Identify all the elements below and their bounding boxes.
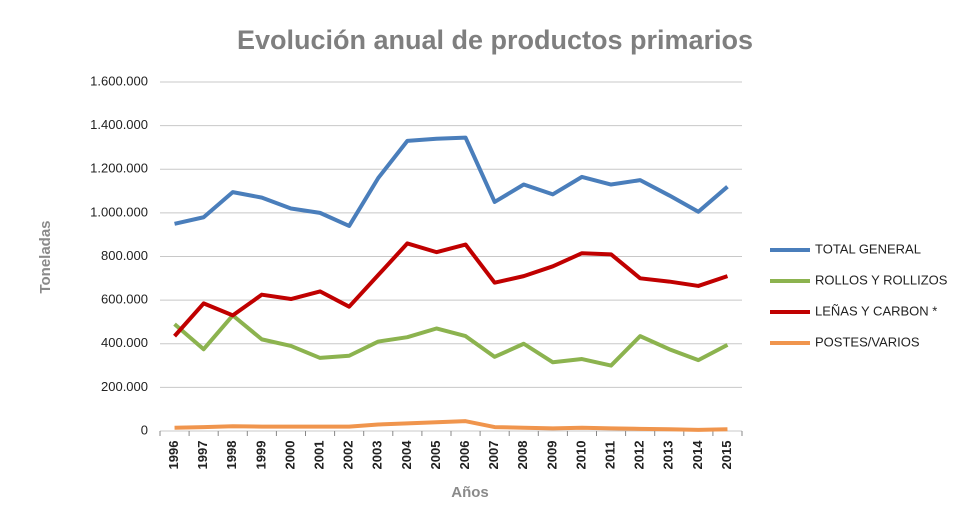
y-tick-label: 1.200.000: [90, 161, 148, 176]
y-tick-label: 400.000: [101, 335, 148, 350]
legend-label: TOTAL GENERAL: [815, 241, 921, 256]
x-tick-label: 2014: [690, 440, 705, 470]
chart-title: Evolución anual de productos primarios: [237, 25, 753, 55]
x-tick-label: 1996: [166, 441, 181, 470]
x-tick-label: 1998: [224, 441, 239, 470]
x-tick-label: 2011: [602, 441, 617, 469]
series-line: [173, 313, 729, 368]
y-tick-label: 800.000: [101, 248, 148, 263]
x-tick-label: 2003: [370, 441, 385, 470]
x-tick-label: 2015: [719, 441, 734, 470]
x-tick-label: 2008: [515, 441, 530, 470]
legend-label: ROLLOS Y ROLLIZOS: [815, 272, 948, 287]
x-tick-label: 2000: [282, 441, 297, 470]
y-tick-label: 0: [141, 422, 148, 437]
x-axis-label: Años: [451, 484, 489, 501]
y-tick-label: 1.000.000: [90, 204, 148, 219]
x-tick-label: 2004: [399, 440, 414, 470]
legend-label: LEÑAS Y CARBON *: [815, 303, 937, 318]
y-tick-label: 1.600.000: [90, 73, 148, 88]
x-tick-label: 2009: [544, 441, 559, 470]
y-tick-label: 200.000: [101, 379, 148, 394]
x-tick-label: 2010: [573, 441, 588, 470]
x-tick-label: 2001: [311, 441, 326, 470]
x-tick-label: 2006: [457, 441, 472, 470]
series-line: [174, 135, 729, 228]
series-line: [173, 241, 729, 338]
x-tick-label: 1997: [195, 441, 210, 470]
legend-label: POSTES/VARIOS: [815, 334, 920, 349]
y-axis-label: Toneladas: [37, 220, 54, 293]
y-tick-label: 1.400.000: [90, 117, 148, 132]
x-tick-label: 1999: [253, 441, 268, 470]
x-tick-label: 2007: [486, 441, 501, 470]
series-line: [174, 419, 728, 432]
x-tick-label: 2013: [661, 441, 676, 470]
y-tick-label: 600.000: [101, 292, 148, 307]
x-tick-label: 2012: [632, 441, 647, 470]
x-tick-label: 2002: [341, 441, 356, 470]
x-tick-label: 2005: [428, 441, 443, 470]
